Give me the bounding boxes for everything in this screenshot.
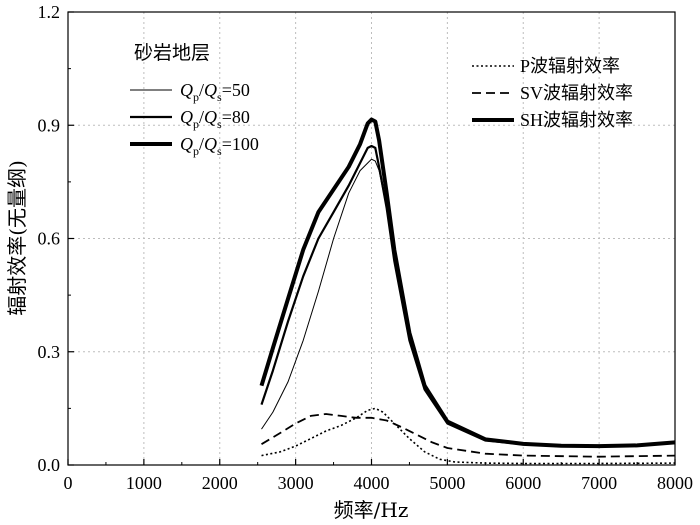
series-line-sv-wave <box>261 413 676 458</box>
series-line-sh-q80 <box>260 144 676 448</box>
y-tick-label: 1.2 <box>38 2 61 22</box>
legend-label-left: Qp/Qs=80 <box>180 107 250 131</box>
x-axis-title: 频率/Hz <box>334 498 409 522</box>
legend-label-right: SV波辐射效率 <box>520 83 633 103</box>
series-line-sh-q100 <box>259 117 676 449</box>
x-tick-label: 0 <box>64 473 73 493</box>
legend-label-right: SH波辐射效率 <box>520 110 633 130</box>
x-tick-label: 4000 <box>354 473 390 493</box>
y-tick-label: 0.6 <box>38 229 61 249</box>
x-tick-label: 1000 <box>126 473 162 493</box>
x-tick-label: 2000 <box>202 473 238 493</box>
legend-label-right: P波辐射效率 <box>520 56 620 76</box>
series-line-p-wave <box>261 407 676 465</box>
legend-label-left: Qp/Qs=100 <box>180 134 259 158</box>
grid <box>68 12 675 465</box>
series-layer <box>259 117 676 465</box>
x-tick-label: 3000 <box>278 473 314 493</box>
legend-left: 砂岩地层 Qp/Qs=50 Qp/Qs=80 Qp/Qs=100 <box>130 42 259 158</box>
x-tick-label: 6000 <box>505 473 541 493</box>
x-tick-label: 7000 <box>581 473 617 493</box>
legend-right: P波辐射效率 SV波辐射效率 SH波辐射效率 <box>472 56 633 130</box>
y-tick-label: 0.0 <box>38 455 61 475</box>
x-tick-label: 8000 <box>657 473 693 493</box>
y-axis-title: 辐射效率(无量纲) <box>5 160 29 316</box>
legend-label-left: Qp/Qs=50 <box>180 80 250 104</box>
y-tick-label: 0.9 <box>38 115 61 135</box>
ticks: 0 1000 2000 3000 4000 5000 6000 7000 8000 0.0 0.3 0… <box>38 2 694 493</box>
legend-group-title: 砂岩地层 <box>134 42 210 64</box>
x-tick-label: 5000 <box>429 473 465 493</box>
y-tick-label: 0.3 <box>38 342 61 362</box>
